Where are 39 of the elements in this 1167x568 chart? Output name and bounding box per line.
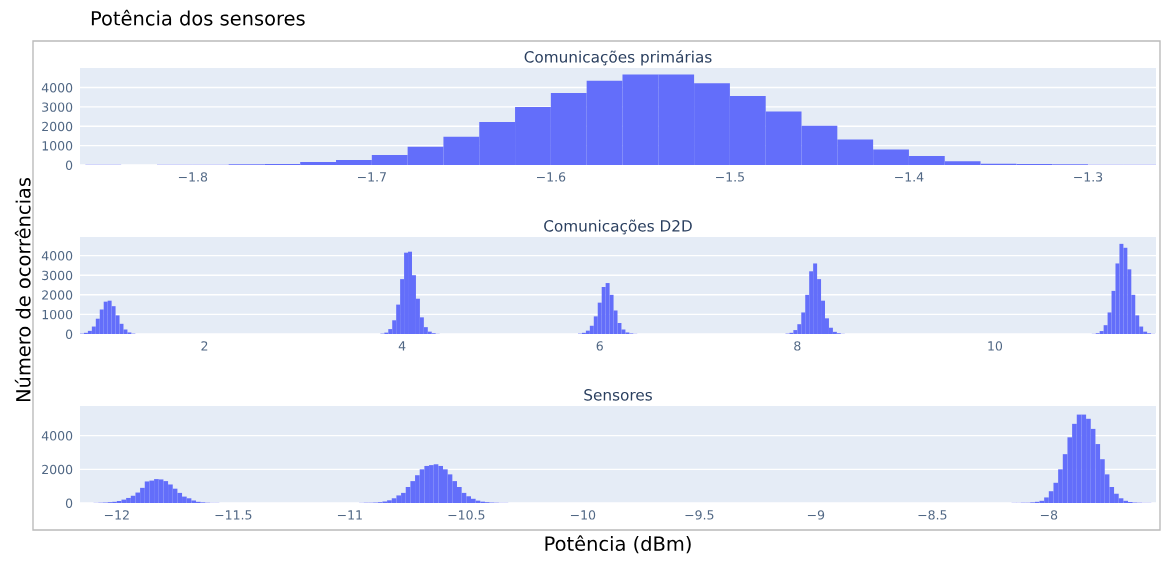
x-tick-label: 2 [201,341,208,351]
y-tick-label: 1000 [42,309,73,320]
x-tick-label: −11.5 [215,510,252,520]
x-tick-label: −11 [337,510,362,520]
y-tick-label: 3000 [42,102,73,112]
x-tick-label: 8 [794,341,801,351]
y-axis-title: Número de ocorrências [14,177,31,402]
x-tick-label: −8.5 [918,510,947,520]
y-tick-label: 2000 [42,464,73,475]
x-tick-label: −1.3 [1074,172,1103,182]
x-tick-label: −9 [807,510,825,520]
chart-title: Sensores [584,389,652,401]
x-tick-label: −1.5 [716,172,744,182]
chart-title: Comunicações primárias [524,50,712,66]
x-tick-label: −1.8 [178,172,208,182]
x-tick-label: −1.7 [357,172,386,182]
y-tick-label: 4000 [41,83,73,93]
x-axis-title: Potência (dBm) [545,535,691,554]
y-tick-label: 4000 [41,251,73,261]
x-tick-label: −10 [570,510,596,520]
y-tick-label: 3000 [42,270,73,281]
text: Potência dos sensores [91,9,305,26]
x-tick-label: −9.5 [685,510,714,520]
x-tick-label: −1.6 [537,172,566,182]
y-tick-label: 0 [65,329,73,339]
x-tick-label: 10 [988,341,1003,351]
y-tick-label: 0 [65,160,73,170]
y-tick-label: 2000 [42,121,73,132]
x-tick-label: 4 [398,341,406,351]
x-tick-label: −8 [1040,510,1058,520]
x-tick-label: −1.4 [895,172,924,182]
y-tick-label: 4000 [41,431,73,441]
y-tick-label: 0 [65,498,73,508]
chart-title: Comunicações D2D [544,219,692,235]
x-tick-label: −12 [104,510,129,520]
y-tick-label: 2000 [42,290,73,300]
y-tick-label: 1000 [42,141,73,151]
x-tick-label: 6 [596,341,603,351]
x-tick-label: −10.5 [448,510,485,520]
